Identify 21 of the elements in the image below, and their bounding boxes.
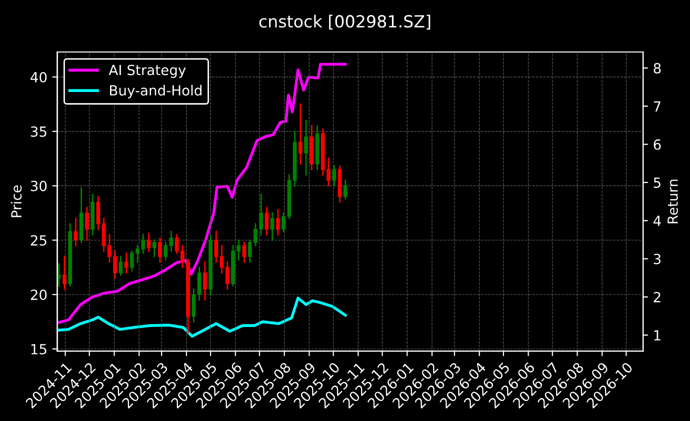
y-tick-label: 25 bbox=[30, 235, 46, 246]
legend-label: AI Strategy bbox=[108, 64, 186, 78]
line-series bbox=[57, 62, 347, 324]
y-tick-label: 15 bbox=[31, 344, 46, 354]
y2-tick-label: 1 bbox=[654, 330, 660, 340]
y-tick-label: 30 bbox=[30, 180, 47, 192]
line-series bbox=[57, 296, 347, 338]
y2-tick-label: 4 bbox=[653, 216, 661, 226]
y-tick-label: 35 bbox=[30, 126, 46, 137]
legend-label: Buy-and-Hold bbox=[110, 84, 202, 98]
y-axis-title: Price bbox=[10, 185, 22, 218]
y2-tick-label: 2 bbox=[654, 292, 660, 302]
y2-tick-label: 3 bbox=[654, 254, 661, 264]
y-tick-label: 40 bbox=[30, 72, 47, 82]
y2-tick-label: 8 bbox=[654, 62, 661, 74]
y2-tick-label: 6 bbox=[654, 139, 661, 150]
y2-axis-title: Return bbox=[668, 180, 678, 224]
chart-title: cnstock [002981.SZ] bbox=[259, 14, 430, 30]
y2-tick-label: 7 bbox=[654, 101, 660, 112]
y-tick-label: 20 bbox=[30, 290, 47, 300]
y2-tick-label: 5 bbox=[654, 178, 660, 188]
